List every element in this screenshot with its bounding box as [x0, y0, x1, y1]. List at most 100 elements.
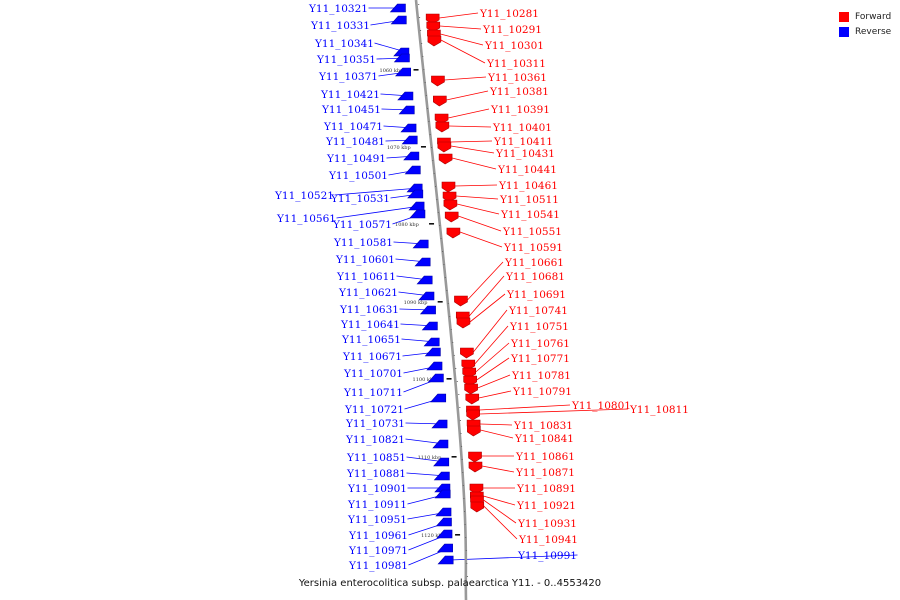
forward-gene-label[interactable]: Y11_10461 — [498, 180, 558, 192]
forward-gene-label[interactable]: Y11_10591 — [503, 242, 563, 254]
forward-gene-label[interactable]: Y11_10291 — [482, 24, 542, 36]
forward-gene-label[interactable]: Y11_10661 — [504, 257, 564, 269]
reverse-gene-label[interactable]: Y11_10521 — [274, 190, 334, 202]
forward-gene-label[interactable]: Y11_10801 — [571, 400, 631, 412]
backbone-dot — [449, 316, 451, 317]
forward-connector — [450, 140, 493, 143]
reverse-gene-label[interactable]: Y11_10371 — [318, 71, 378, 83]
forward-gene-label[interactable]: Y11_10691 — [506, 289, 566, 301]
reverse-gene-label[interactable]: Y11_10351 — [316, 54, 376, 66]
reverse-gene-label[interactable]: Y11_10631 — [339, 304, 399, 316]
reverse-gene-feature — [398, 105, 415, 115]
forward-gene-label[interactable]: Y11_10391 — [490, 104, 550, 116]
reverse-gene-label[interactable]: Y11_10531 — [330, 193, 390, 205]
reverse-gene-label[interactable]: Y11_10991 — [517, 550, 577, 562]
reverse-gene-arrow — [400, 123, 417, 133]
reverse-gene-label[interactable]: Y11_10321 — [308, 3, 368, 15]
forward-gene-label[interactable]: Y11_10411 — [493, 136, 553, 148]
reverse-gene-label[interactable]: Y11_10981 — [348, 560, 408, 572]
forward-gene-label[interactable]: Y11_10941 — [518, 534, 578, 546]
backbone-dot — [464, 524, 466, 525]
forward-connector — [444, 76, 487, 81]
reverse-gene-label[interactable]: Y11_10421 — [320, 89, 380, 101]
reverse-gene-label[interactable]: Y11_10711 — [343, 387, 403, 399]
reverse-gene-label[interactable]: Y11_10491 — [326, 153, 386, 165]
reverse-gene-label[interactable]: Y11_10331 — [310, 20, 370, 32]
reverse-gene-label[interactable]: Y11_10911 — [347, 499, 407, 511]
forward-gene-label[interactable]: Y11_10441 — [497, 164, 557, 176]
forward-gene-label[interactable]: Y11_10931 — [517, 518, 577, 530]
reverse-gene-label[interactable]: Y11_10561 — [276, 213, 336, 225]
forward-gene-label[interactable]: Y11_10401 — [492, 122, 552, 134]
forward-gene-label[interactable]: Y11_10431 — [495, 148, 555, 160]
reverse-gene-feature — [433, 457, 450, 467]
forward-gene-label[interactable]: Y11_10551 — [502, 226, 562, 238]
forward-gene-label[interactable]: Y11_10751 — [509, 321, 569, 333]
forward-gene-label[interactable]: Y11_10871 — [515, 467, 575, 479]
reverse-gene-label[interactable]: Y11_10651 — [341, 334, 401, 346]
reverse-gene-label[interactable]: Y11_10671 — [342, 351, 402, 363]
forward-gene-label[interactable]: Y11_10741 — [508, 305, 568, 317]
forward-gene-label[interactable]: Y11_10361 — [487, 72, 547, 84]
reverse-gene-label[interactable]: Y11_10721 — [344, 404, 404, 416]
forward-gene-label[interactable]: Y11_10381 — [489, 86, 549, 98]
forward-gene-feature — [465, 393, 480, 405]
reverse-gene-label[interactable]: Y11_10731 — [345, 418, 405, 430]
reverse-gene-label[interactable]: Y11_10611 — [336, 271, 396, 283]
reverse-gene-feature — [426, 361, 443, 371]
reverse-gene-label[interactable]: Y11_10701 — [343, 368, 403, 380]
reverse-gene-label[interactable]: Y11_10581 — [333, 237, 393, 249]
forward-gene-label[interactable]: Y11_10301 — [484, 40, 544, 52]
forward-connector — [473, 309, 508, 353]
forward-gene-label[interactable]: Y11_10861 — [515, 451, 575, 463]
reverse-gene-arrow — [430, 393, 447, 403]
forward-connector — [446, 90, 489, 101]
reverse-gene-label[interactable]: Y11_10641 — [340, 319, 400, 331]
forward-gene-label[interactable]: Y11_10831 — [513, 420, 573, 432]
reverse-gene-label[interactable]: Y11_10851 — [346, 452, 406, 464]
reverse-gene-label[interactable]: Y11_10451 — [321, 104, 381, 116]
reverse-gene-label[interactable]: Y11_10501 — [328, 170, 388, 182]
forward-gene-feature — [470, 501, 485, 513]
forward-gene-label[interactable]: Y11_10771 — [510, 353, 570, 365]
forward-gene-label[interactable]: Y11_10781 — [511, 370, 571, 382]
forward-gene-label[interactable]: Y11_10841 — [514, 433, 574, 445]
forward-connector — [454, 184, 498, 187]
reverse-gene-label[interactable]: Y11_10481 — [325, 136, 385, 148]
reverse-gene-label[interactable]: Y11_10951 — [347, 514, 407, 526]
forward-gene-label[interactable]: Y11_10681 — [505, 271, 565, 283]
forward-gene-label[interactable]: Y11_10311 — [486, 58, 546, 70]
reverse-gene-label[interactable]: Y11_10961 — [348, 530, 408, 542]
forward-gene-label[interactable]: Y11_10541 — [500, 209, 560, 221]
forward-gene-label[interactable]: Y11_10921 — [516, 500, 576, 512]
reverse-gene-label[interactable]: Y11_10341 — [314, 38, 374, 50]
axis-tick — [455, 534, 461, 536]
reverse-gene-label[interactable]: Y11_10621 — [338, 287, 398, 299]
backbone-dot — [461, 446, 463, 447]
reverse-gene-arrow — [416, 275, 433, 285]
reverse-gene-feature — [437, 555, 454, 565]
reverse-gene-label[interactable]: Y11_10571 — [332, 219, 392, 231]
forward-gene-label[interactable]: Y11_10811 — [629, 404, 689, 416]
reverse-gene-label[interactable]: Y11_10601 — [335, 254, 395, 266]
reverse-gene-label[interactable]: Y11_10881 — [346, 468, 406, 480]
forward-gene-label[interactable]: Y11_10791 — [512, 386, 572, 398]
backbone-dot — [430, 147, 432, 148]
reverse-gene-feature — [404, 165, 421, 175]
reverse-gene-label[interactable]: Y11_10821 — [345, 434, 405, 446]
forward-gene-label[interactable]: Y11_10761 — [510, 338, 570, 350]
reverse-gene-arrow — [404, 165, 421, 175]
backbone-dot — [443, 264, 445, 265]
forward-gene-arrow — [441, 181, 456, 193]
forward-gene-feature — [460, 347, 474, 359]
forward-gene-label[interactable]: Y11_10891 — [516, 483, 576, 495]
backbone-dot — [419, 17, 421, 18]
reverse-gene-label[interactable]: Y11_10471 — [323, 121, 383, 133]
reverse-gene-feature — [414, 257, 431, 267]
forward-gene-label[interactable]: Y11_10511 — [499, 194, 559, 206]
forward-gene-arrow — [431, 75, 445, 87]
reverse-gene-label[interactable]: Y11_10971 — [348, 545, 408, 557]
reverse-gene-label[interactable]: Y11_10901 — [347, 483, 407, 495]
forward-connector — [459, 231, 503, 248]
forward-gene-label[interactable]: Y11_10281 — [479, 8, 539, 20]
